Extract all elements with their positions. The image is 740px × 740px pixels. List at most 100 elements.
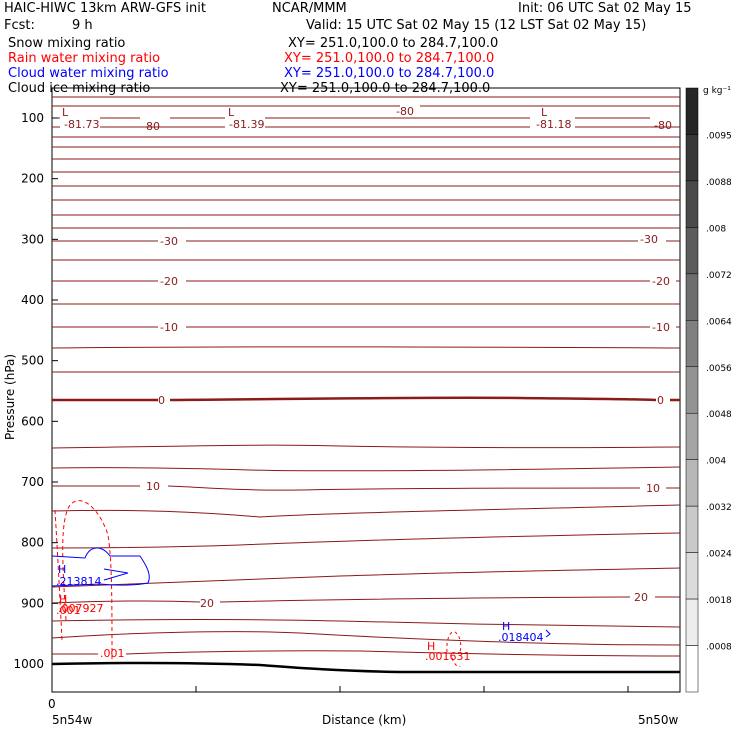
colorbar-swatch bbox=[685, 505, 699, 553]
y-axis: 100 200 300 400 500 600 700 800 900 1000 bbox=[13, 111, 58, 671]
x-right-label: 5n50w bbox=[638, 713, 679, 727]
colorbar-swatch bbox=[685, 320, 699, 368]
colorbar-unit: g kg⁻¹ bbox=[703, 86, 731, 96]
init-time: Init: 06 UTC Sat 02 May 15 bbox=[518, 1, 692, 16]
colorbar-label: .0008 bbox=[706, 643, 732, 653]
isotherm-line bbox=[51, 466, 681, 472]
colorbar-swatch bbox=[685, 87, 699, 135]
isotherm-label: -30 bbox=[160, 235, 178, 248]
colorbar-label: .0018 bbox=[706, 596, 732, 606]
field-rain-name: Rain water mixing ratio bbox=[8, 51, 161, 66]
isotherm-line bbox=[51, 631, 681, 646]
colorbar-swatch bbox=[685, 598, 699, 646]
isotherm-lines bbox=[51, 96, 681, 657]
field-snow-name: Snow mixing ratio bbox=[8, 36, 126, 51]
isotherm-line bbox=[51, 596, 680, 604]
colorbar-label: .004 bbox=[706, 457, 726, 467]
isotherm-label: -20 bbox=[652, 275, 670, 288]
y-tick-label: 300 bbox=[21, 232, 44, 246]
x-axis-title: Distance (km) bbox=[322, 713, 406, 727]
cloudwater-contour-small bbox=[545, 629, 551, 638]
x-axis-ticks bbox=[51, 686, 629, 692]
field-rain-xy: XY= 251.0,100.0 to 284.7,100.0 bbox=[284, 51, 495, 66]
colorbar-label: .0048 bbox=[706, 410, 732, 420]
low-marker: L bbox=[62, 106, 69, 119]
isotherm-label: 10 bbox=[646, 482, 660, 495]
isotherm-label: -81.73 bbox=[64, 118, 99, 131]
field-snow-xy: XY= 251.0,100.0 to 284.7,100.0 bbox=[288, 36, 499, 51]
colorbar-swatch bbox=[685, 227, 699, 275]
isotherm-label: -80 bbox=[396, 105, 414, 118]
isotherm-label: 20 bbox=[200, 597, 214, 610]
freezing-level-line bbox=[52, 396, 680, 402]
isotherm-line bbox=[51, 567, 681, 588]
colorbar-swatch bbox=[685, 134, 699, 182]
isotherm-label: 20 bbox=[634, 591, 648, 604]
field-cloudwater-xy: XY= 251.0,100.0 to 284.7,100.0 bbox=[284, 66, 495, 81]
y-tick-label: 800 bbox=[21, 536, 44, 550]
isotherm-line bbox=[51, 346, 681, 349]
high-marker: H bbox=[59, 593, 67, 606]
colorbar-swatch bbox=[685, 645, 699, 693]
colorbar-label: .0056 bbox=[706, 364, 732, 374]
high-marker: H bbox=[58, 563, 66, 576]
colorbar: .0095 .0088 .008 .0072 .0064 .0056 .0048 .004 .0… bbox=[685, 87, 732, 693]
model-title: HAIC-HIWC 13km ARW-GFS init bbox=[4, 1, 206, 16]
y-tick-label: 200 bbox=[21, 172, 44, 186]
isotherm-label: -10 bbox=[652, 321, 670, 334]
isotherm-label: -80 bbox=[654, 119, 672, 132]
isotherm-line bbox=[51, 504, 681, 518]
fcst-value: 9 h bbox=[72, 18, 93, 33]
cloudwater-contour bbox=[51, 547, 150, 587]
colorbar-label: .0088 bbox=[706, 178, 732, 188]
fcst-label: Fcst: bbox=[4, 18, 35, 33]
extremum-value: .007927 bbox=[58, 602, 104, 615]
y-tick-label: 400 bbox=[21, 293, 44, 307]
colorbar-label: .0024 bbox=[706, 550, 732, 560]
y-tick-label: 600 bbox=[21, 414, 44, 428]
isotherm-line bbox=[51, 444, 681, 449]
colorbar-label: .008 bbox=[706, 224, 726, 234]
extremum-value: .018404 bbox=[498, 631, 544, 644]
y-tick-label: 500 bbox=[21, 354, 44, 368]
colorbar-label: .0032 bbox=[706, 503, 732, 513]
contour-labels: -81.73 -80 -81.39 -80 -81.18 -80 -30 -30 -20 -20 -… bbox=[56, 105, 672, 663]
isotherm-label: -10 bbox=[160, 321, 178, 334]
rain-contour-small bbox=[446, 631, 462, 667]
isotherm-line bbox=[52, 485, 680, 491]
colorbar-swatch bbox=[685, 459, 699, 507]
y-tick-label: 700 bbox=[21, 475, 44, 489]
low-marker: L bbox=[228, 106, 235, 119]
plot-frame bbox=[51, 87, 681, 693]
isotherm-label: 0 bbox=[158, 394, 165, 407]
isotherm-line bbox=[52, 650, 681, 657]
extremum-value: .001 bbox=[56, 604, 81, 617]
extremum-value: .213814 bbox=[56, 575, 102, 588]
extremum-value: .001631 bbox=[425, 650, 471, 663]
y-tick-label: 100 bbox=[21, 111, 44, 125]
y-tick-label: 1000 bbox=[13, 657, 44, 671]
high-marker: H bbox=[427, 640, 435, 653]
rain-contour bbox=[54, 500, 113, 661]
isotherm-label: 0 bbox=[657, 394, 664, 407]
field-cloudwater-name: Cloud water mixing ratio bbox=[8, 66, 169, 81]
colorbar-swatch bbox=[685, 552, 699, 600]
isotherm-label: -81.39 bbox=[229, 118, 264, 131]
y-axis-title: Pressure (hPa) bbox=[3, 354, 17, 440]
colorbar-swatch bbox=[685, 273, 699, 321]
cloudwater-contour-inner bbox=[103, 568, 129, 581]
isotherm-line bbox=[51, 532, 681, 549]
y-tick-label: 900 bbox=[21, 596, 44, 610]
org-label: NCAR/MMM bbox=[272, 1, 347, 16]
isotherm-label: -81.18 bbox=[536, 118, 571, 131]
isotherm-label: -20 bbox=[160, 275, 178, 288]
isotherm-label: -30 bbox=[640, 233, 658, 246]
high-marker: H bbox=[502, 620, 510, 633]
colorbar-swatch bbox=[685, 366, 699, 414]
colorbar-swatch bbox=[685, 412, 699, 460]
isotherm-label: -80 bbox=[142, 120, 160, 133]
colorbar-swatch bbox=[685, 180, 699, 228]
x-origin-label: 0 bbox=[48, 697, 56, 711]
valid-time: Valid: 15 UTC Sat 02 May 15 (12 LST Sat … bbox=[306, 18, 647, 33]
colorbar-label: .0072 bbox=[706, 271, 732, 281]
